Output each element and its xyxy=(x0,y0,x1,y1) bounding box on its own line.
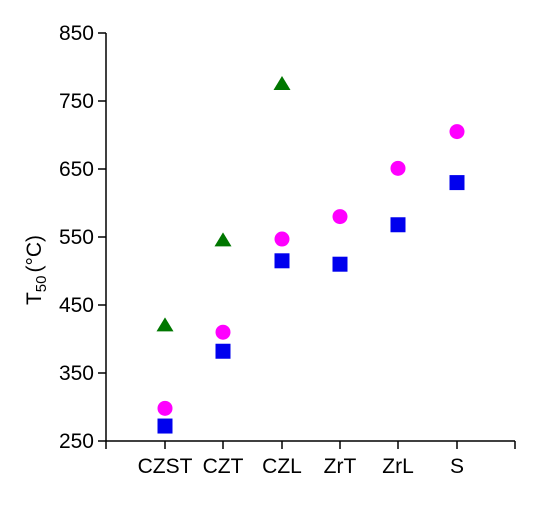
x-tick-label: CZST xyxy=(138,455,193,478)
circle-marker xyxy=(390,160,406,176)
x-tick-label: ZrL xyxy=(382,455,414,478)
y-tick-label: 450 xyxy=(59,294,94,317)
square-marker xyxy=(449,175,465,191)
triangle-marker xyxy=(273,76,291,90)
circle-marker xyxy=(332,209,348,225)
triangle-marker xyxy=(214,232,232,247)
y-axis: 250 350 450 550 650 750 850 xyxy=(59,22,107,453)
square-marker xyxy=(274,253,290,269)
x-tick-label: CZL xyxy=(262,455,302,478)
circle-marker xyxy=(274,231,290,247)
y-tick-label: 550 xyxy=(59,226,94,249)
y-tick-label: 850 xyxy=(59,22,94,45)
data-marks xyxy=(156,76,465,434)
circle-marker xyxy=(449,124,465,140)
y-tick-label: 750 xyxy=(59,90,94,113)
y-axis-label-sub: 50 xyxy=(33,276,50,293)
circle-marker xyxy=(157,400,173,416)
x-axis: CZST CZT CZL ZrT ZrL S xyxy=(105,440,516,478)
square-marker xyxy=(157,418,173,434)
x-tick-label: CZT xyxy=(203,455,244,478)
y-tick-label: 650 xyxy=(59,158,94,181)
triangle-marker xyxy=(156,317,174,332)
x-tick-label: ZrT xyxy=(324,455,357,478)
square-marker xyxy=(215,343,231,359)
y-axis-label-unit: (°C) xyxy=(23,235,46,273)
y-tick-label: 250 xyxy=(59,430,94,453)
y-axis-label: T50 (°C) xyxy=(23,235,50,305)
y-tick-label: 350 xyxy=(59,362,94,385)
x-tick-label: S xyxy=(450,455,464,478)
circle-marker xyxy=(215,324,231,340)
square-marker xyxy=(332,256,348,272)
square-marker xyxy=(390,217,406,233)
y-axis-label-main: T xyxy=(23,292,46,305)
